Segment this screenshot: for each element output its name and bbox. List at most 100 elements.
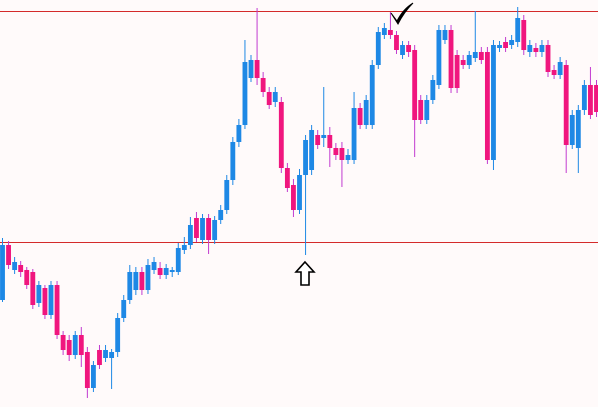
candle-body	[236, 125, 242, 142]
candle-body	[315, 135, 321, 145]
candle-body	[327, 135, 333, 148]
candle-body	[187, 225, 193, 245]
candle-body	[418, 100, 424, 120]
candle-body	[48, 285, 54, 315]
candle-body	[430, 80, 436, 100]
check-marker	[390, 2, 414, 26]
candle-body	[545, 45, 551, 72]
candle-body	[309, 130, 315, 170]
candle-body	[363, 100, 369, 125]
candle-body	[297, 175, 302, 210]
candle-body	[442, 30, 448, 40]
candle-body	[0, 245, 5, 300]
candle-body	[448, 30, 454, 88]
candle-body	[90, 365, 96, 388]
candle-body	[194, 218, 199, 238]
candle-body	[12, 262, 18, 270]
candle-body	[157, 268, 163, 275]
candle-body	[278, 102, 284, 168]
candle-body	[97, 350, 102, 365]
candle-body	[260, 78, 266, 92]
candle-body	[121, 300, 127, 318]
candle-body	[109, 352, 115, 358]
candle-body	[284, 168, 290, 188]
candle-body	[351, 108, 357, 160]
candles	[0, 7, 598, 398]
candle-body	[127, 272, 133, 300]
candle-body	[291, 185, 296, 210]
candle-body	[224, 180, 230, 210]
candle-body	[145, 265, 151, 290]
candle-body	[42, 288, 48, 315]
candle-body	[400, 45, 405, 55]
candle-body	[478, 52, 484, 60]
candle-body	[66, 340, 72, 355]
candle-body	[254, 60, 260, 78]
candle-body	[521, 20, 527, 50]
candle-body	[472, 52, 478, 58]
candle-body	[509, 40, 515, 45]
candle-body	[436, 30, 442, 85]
candle-body	[36, 285, 42, 303]
candle-body	[345, 155, 351, 160]
candle-body	[394, 35, 399, 50]
candle-body	[60, 335, 66, 350]
candle-body	[163, 268, 169, 275]
candle-body	[242, 62, 248, 125]
candle-body	[272, 92, 278, 102]
candle-body	[18, 265, 24, 272]
candle-body	[54, 285, 60, 335]
candle-body	[557, 62, 563, 75]
candle-body	[406, 45, 412, 52]
candle-body	[569, 115, 575, 145]
candle-body	[381, 28, 387, 35]
candle-body	[115, 318, 121, 352]
candle-body	[460, 60, 466, 65]
candle-body	[539, 45, 545, 52]
candle-body	[484, 52, 490, 160]
candle-body	[466, 55, 472, 65]
candle-body	[218, 210, 224, 220]
candle-body	[181, 245, 187, 250]
candle-body	[78, 335, 84, 355]
candle-body	[6, 245, 11, 265]
candle-body	[230, 142, 236, 180]
candle-body	[103, 350, 108, 358]
candle-body	[594, 85, 598, 112]
candle-body	[139, 272, 145, 290]
candle-body	[72, 335, 78, 355]
candle-body	[151, 262, 157, 270]
candle-body	[424, 100, 430, 120]
candle-body	[24, 270, 30, 285]
candle-body	[581, 85, 587, 110]
candle-body	[248, 60, 254, 78]
candle-body	[303, 140, 308, 175]
candle-body	[491, 45, 496, 160]
candle-body	[357, 108, 363, 125]
candle-body	[375, 32, 381, 65]
levels	[0, 11, 598, 243]
candle-body	[454, 55, 460, 88]
candle-body	[339, 148, 345, 160]
candle-body	[588, 85, 593, 115]
candle-body	[533, 48, 539, 52]
candle-body	[133, 272, 139, 290]
candle-body	[575, 110, 581, 148]
candle-body	[515, 18, 521, 42]
candle-body	[551, 70, 557, 75]
candle-body	[369, 65, 375, 125]
candle-body	[321, 135, 327, 138]
candle-body	[266, 92, 272, 105]
candle-body	[503, 42, 509, 48]
up-arrow-marker	[294, 260, 316, 286]
candle-body	[527, 45, 533, 52]
candle-body	[84, 352, 90, 388]
candle-body	[200, 218, 205, 240]
candle-body	[169, 270, 175, 272]
candle-body	[206, 218, 212, 240]
candle-body	[563, 65, 569, 145]
candle-body	[212, 220, 218, 240]
candle-body	[30, 272, 36, 305]
